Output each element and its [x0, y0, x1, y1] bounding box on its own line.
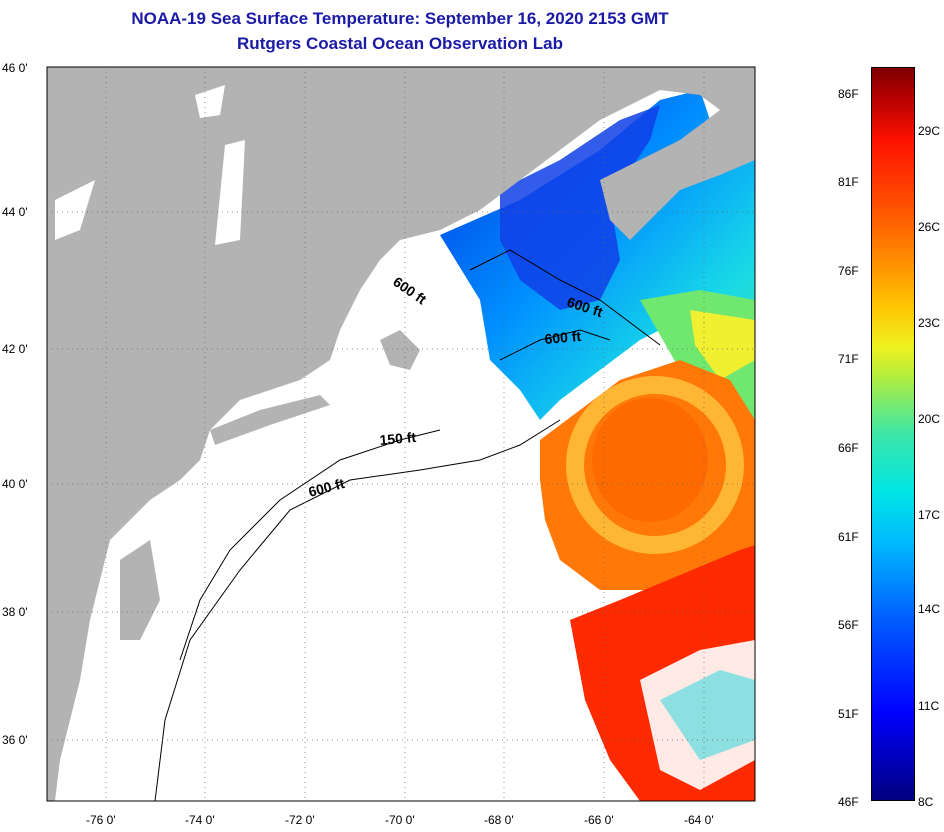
colorbar-f-label: 46F: [838, 795, 859, 809]
map-frame: [46, 66, 756, 802]
lon-label: -68 0': [484, 813, 514, 827]
colorbar-f-label: 81F: [838, 175, 859, 189]
lat-label: 46 0': [2, 61, 28, 75]
lat-label: 38 0': [2, 605, 28, 619]
contour-label: 150 ft: [379, 429, 417, 448]
eddy-ring: [566, 376, 744, 554]
delmarva-land: [120, 540, 160, 640]
cape-cod-land: [380, 330, 420, 370]
cool-patch: [660, 670, 755, 760]
map-title: NOAA-19 Sea Surface Temperature: Septemb…: [131, 9, 669, 28]
colorbar-c-label: 14C: [918, 602, 941, 616]
eddy-core: [592, 398, 708, 522]
lon-label: -72 0': [285, 813, 315, 827]
lon-label: -66 0': [584, 813, 614, 827]
temperature-colorbar: [871, 67, 915, 801]
contour-600ft-gb: [499, 329, 611, 361]
lon-label: -74 0': [185, 813, 215, 827]
colorbar-f-label: 86F: [838, 87, 859, 101]
lat-label: 36 0': [2, 733, 28, 747]
colorbar-c-label: 29C: [918, 124, 941, 138]
contour-600ft-gom: [469, 249, 661, 346]
colorbar-f-label: 51F: [838, 707, 859, 721]
sst-map: 46 0' 44 0' 42 0' 40 0' 38 0' 36 0' -76 …: [2, 61, 756, 827]
colorbar-c-label: 20C: [918, 412, 941, 426]
colorbar-f-label: 71F: [838, 352, 859, 366]
colorbar-f-label: 76F: [838, 264, 859, 278]
long-island-land: [210, 395, 330, 445]
lat-label: 40 0': [2, 477, 28, 491]
map-subtitle: Rutgers Coastal Ocean Observation Lab: [237, 34, 563, 53]
colorbar-c-label: 11C: [918, 699, 940, 713]
colorbar-c-label: 23C: [918, 316, 941, 330]
land-mainland: [47, 67, 755, 801]
colorbar-c-label: 17C: [918, 508, 941, 522]
cold-core: [500, 105, 660, 310]
lon-label: -70 0': [385, 813, 415, 827]
colorbar-f-label: 56F: [838, 618, 859, 632]
contour-label: 600 ft: [544, 328, 582, 347]
colorbar-f-label: 61F: [838, 530, 859, 544]
contour-600ft-south: [154, 419, 561, 801]
lon-label: -64 0': [684, 813, 714, 827]
colorbar-c-label: 8C: [918, 795, 934, 809]
colorbar-c-label: 26C: [918, 220, 941, 234]
yellow-band: [690, 310, 755, 380]
lat-label: 42 0': [2, 342, 28, 356]
contour-150ft: [179, 429, 441, 661]
lat-label: 44 0': [2, 205, 28, 219]
lon-label: -76 0': [86, 813, 116, 827]
graticule: [47, 67, 755, 801]
nova-scotia-land: [600, 110, 755, 240]
colorbar-f-label: 66F: [838, 441, 859, 455]
